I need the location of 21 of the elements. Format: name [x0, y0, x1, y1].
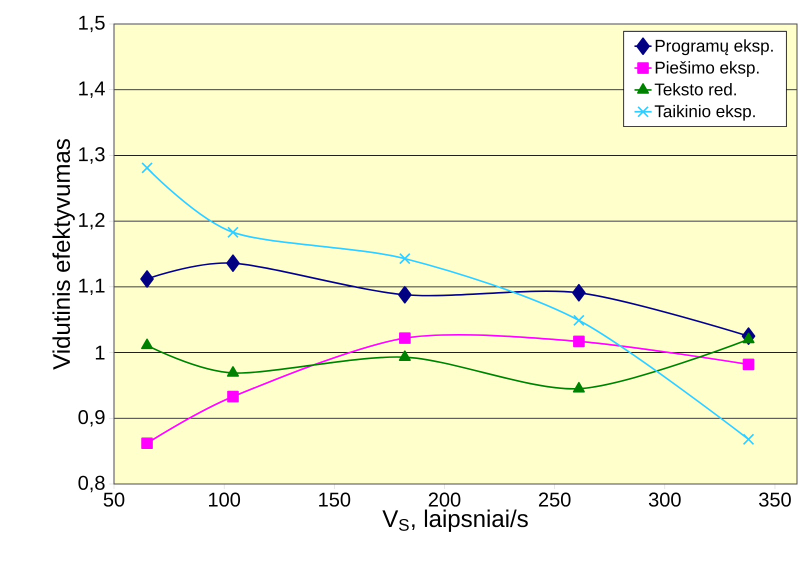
x-tick-label: 150 [319, 492, 350, 507]
legend-label: Programų eksp. [656, 39, 773, 56]
y-tick-label: 1,3 [79, 147, 105, 164]
y-tick-label: 0,8 [78, 476, 105, 492]
x-axis-title: V$_{S}$, laipsniai/s [382, 510, 528, 532]
x-tick-label: 200 [428, 492, 460, 507]
y-tick-label: 1,1 [79, 278, 104, 296]
x-tick-label: 100 [209, 492, 240, 507]
x-tick-label: 350 [759, 492, 791, 507]
x-tick-label: 250 [538, 492, 571, 507]
y-tick-label: 1,2 [79, 212, 104, 230]
x-tick-label: 300 [648, 492, 681, 507]
legend-label: Piešimo eksp. [656, 61, 759, 78]
y-tick-label: 1,4 [79, 82, 105, 98]
legend-label: Taikinio eksp. [654, 104, 755, 121]
legend-label: Teksto red. [654, 83, 736, 96]
y-tick-label: 1,5 [79, 16, 105, 32]
y-tick-label: 1 [96, 346, 104, 360]
y-axis-title: Vidutinis efektyvumas [52, 139, 75, 370]
x-tick-label: 50 [104, 492, 124, 507]
y-tick-label: 0,9 [78, 410, 105, 427]
